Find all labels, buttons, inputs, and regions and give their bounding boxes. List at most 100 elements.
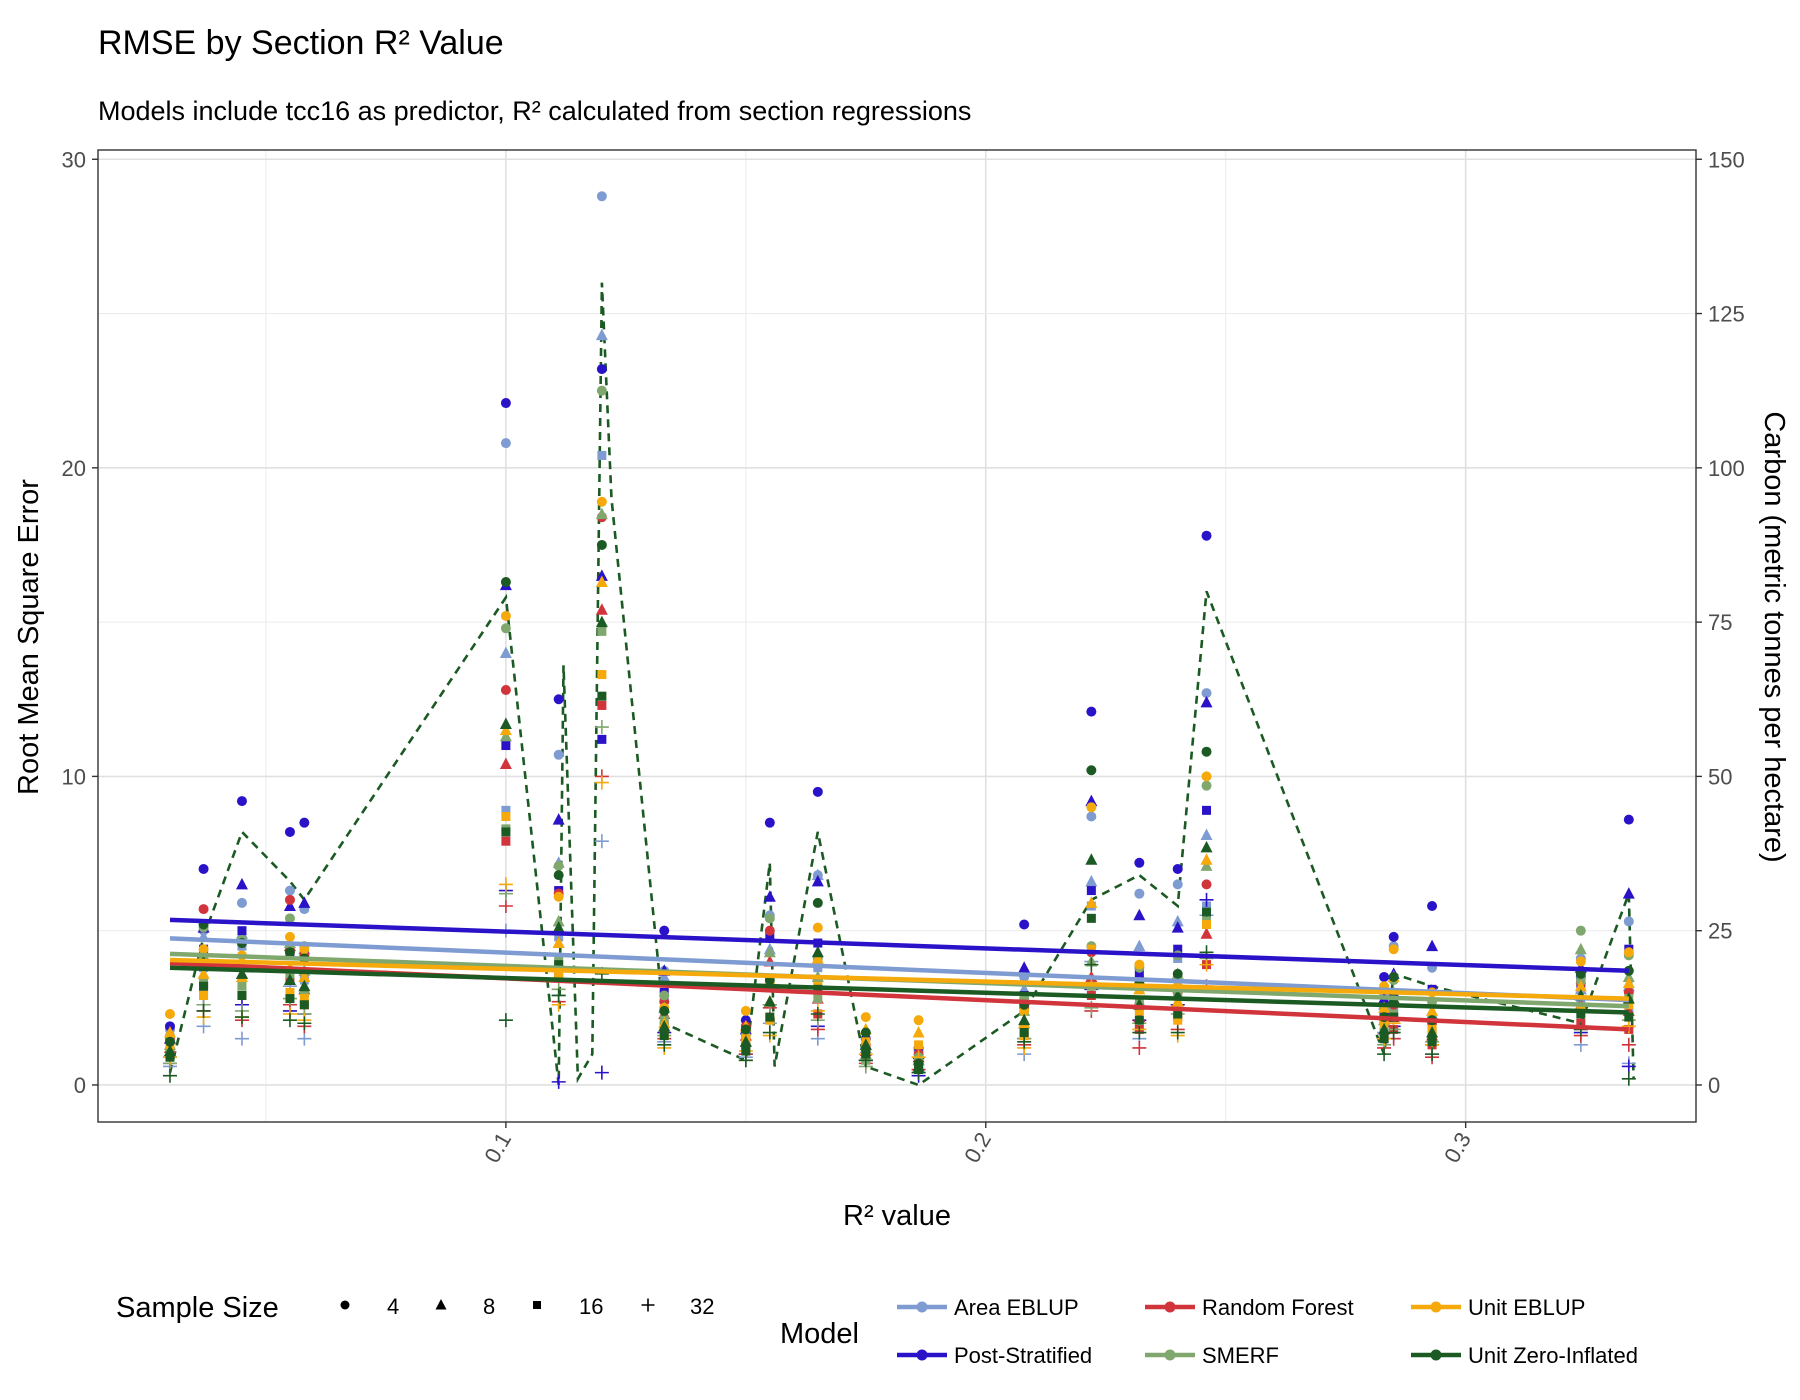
chart-subtitle: Models include tcc16 as predictor, R² ca… <box>98 96 971 126</box>
y2-axis-label: Carbon (metric tonnes per hectare) <box>1758 411 1790 862</box>
point-unit-zero-inflated-n16 <box>1624 1012 1634 1022</box>
legend-key-dot-area-eblup <box>916 1301 928 1313</box>
point-unit-zero-inflated-n16 <box>1576 1009 1586 1019</box>
point-unit-zero-inflated-n4 <box>1172 968 1183 979</box>
point-unit-zero-inflated-n32 <box>1170 1025 1185 1040</box>
point-area-eblup-n16 <box>597 450 607 460</box>
point-post-stratified-n4 <box>1201 530 1212 541</box>
point-post-stratified-n4 <box>1172 863 1183 874</box>
point-area-eblup-n4 <box>1623 916 1634 927</box>
point-post-stratified-n8 <box>1171 921 1184 933</box>
legend-model-title: Model <box>780 1318 859 1350</box>
point-random-forest-n4 <box>1201 879 1212 890</box>
point-random-forest-n32 <box>1132 1040 1147 1055</box>
point-smerf-n16 <box>299 987 309 997</box>
point-random-forest-n32 <box>498 899 513 913</box>
point-smerf-n4 <box>659 990 670 1001</box>
point-unit-zero-inflated-n8 <box>283 973 296 986</box>
plot-grid <box>98 150 1696 1122</box>
point-unit-eblup-n32 <box>498 877 513 892</box>
point-unit-zero-inflated-n16 <box>1019 1028 1029 1038</box>
point-unit-zero-inflated-n8 <box>1200 840 1213 853</box>
point-unit-zero-inflated-n32 <box>762 1025 777 1040</box>
point-unit-zero-inflated-n32 <box>282 1013 297 1028</box>
point-unit-zero-inflated-n8 <box>595 615 608 628</box>
point-unit-zero-inflated-n8 <box>298 979 311 992</box>
point-unit-zero-inflated-n32 <box>1621 1071 1636 1086</box>
point-unit-eblup-n4 <box>812 922 823 933</box>
point-smerf-n4 <box>284 913 295 924</box>
x-tick-label: 0.2 <box>959 1128 996 1167</box>
point-post-stratified-n4 <box>812 786 823 797</box>
point-post-stratified-n4 <box>553 694 564 705</box>
point-unit-eblup-n4 <box>284 931 295 942</box>
point-unit-zero-inflated-n16 <box>285 994 295 1004</box>
point-unit-zero-inflated-n32 <box>1132 1025 1147 1040</box>
point-unit-eblup-n16 <box>299 994 309 1004</box>
point-smerf-n4 <box>500 623 511 634</box>
point-unit-eblup-n16 <box>1202 920 1212 930</box>
point-unit-zero-inflated-n4 <box>164 1036 175 1047</box>
point-unit-zero-inflated-n32 <box>498 1013 513 1028</box>
point-unit-zero-inflated-n16 <box>659 1031 669 1041</box>
point-random-forest-n4 <box>284 894 295 905</box>
point-area-eblup-n4 <box>236 897 247 908</box>
point-area-eblup-n4 <box>1086 811 1097 822</box>
point-area-eblup-n4 <box>1201 688 1212 699</box>
point-area-eblup-n32 <box>297 1031 312 1046</box>
legend-key-dot-post-stratified <box>916 1349 928 1361</box>
point-random-forest-n8 <box>595 603 608 615</box>
point-smerf-n8 <box>499 729 512 742</box>
point-unit-zero-inflated-n32 <box>1377 1047 1392 1062</box>
point-post-stratified-n16 <box>1202 805 1212 815</box>
point-unit-zero-inflated-n16 <box>299 1000 309 1010</box>
point-unit-eblup-n4 <box>1388 944 1399 955</box>
point-unit-zero-inflated-n4 <box>812 897 823 908</box>
point-post-stratified-n16 <box>1134 969 1144 979</box>
point-area-eblup-n4 <box>1172 879 1183 890</box>
point-unit-zero-inflated-n16 <box>1086 913 1096 923</box>
point-smerf-n8 <box>1200 859 1213 871</box>
point-unit-zero-inflated-n32 <box>297 1016 312 1031</box>
point-unit-eblup-n8 <box>1171 995 1184 1007</box>
y-tick-label: 30 <box>62 147 86 172</box>
y-tick-label: 10 <box>62 764 86 789</box>
point-post-stratified-n8 <box>763 890 776 902</box>
point-unit-eblup-n16 <box>1134 1006 1144 1016</box>
point-post-stratified-n8 <box>811 874 824 887</box>
point-unit-eblup-n8 <box>1085 896 1098 908</box>
point-smerf-n4 <box>1575 925 1586 936</box>
point-unit-eblup-n4 <box>596 496 607 507</box>
data-points <box>162 191 1636 1089</box>
point-post-stratified-n8 <box>283 899 296 911</box>
point-unit-zero-inflated-n4 <box>284 947 295 958</box>
point-smerf-n8 <box>1574 942 1587 955</box>
legend-model-label: Post-Stratified <box>954 1343 1092 1368</box>
point-post-stratified-n8 <box>595 569 608 581</box>
point-unit-eblup-n32 <box>594 775 609 790</box>
point-unit-zero-inflated-n32 <box>551 988 566 1003</box>
point-unit-zero-inflated-n16 <box>741 1046 751 1056</box>
legend-shape-circle <box>340 1300 350 1310</box>
x-axis-label: R² value <box>843 1200 951 1232</box>
point-post-stratified-n16 <box>765 932 775 942</box>
point-unit-eblup-n4 <box>500 610 511 621</box>
point-unit-eblup-n16 <box>1576 1003 1586 1013</box>
point-smerf-n4 <box>596 385 607 396</box>
legend-key-dot-unit-zero-inflated <box>1430 1349 1442 1361</box>
y-axis-label: Root Mean Square Error <box>13 479 45 795</box>
point-unit-zero-inflated-n32 <box>196 1003 211 1018</box>
point-post-stratified-n4 <box>500 398 511 409</box>
point-post-stratified-n16 <box>501 741 511 751</box>
point-unit-zero-inflated-n8 <box>1085 853 1098 865</box>
point-unit-eblup-n4 <box>913 1015 924 1026</box>
point-unit-eblup-n8 <box>552 936 565 949</box>
point-random-forest-n4 <box>764 925 775 936</box>
point-post-stratified-n4 <box>236 796 247 807</box>
point-area-eblup-n4 <box>596 191 607 202</box>
point-post-stratified-n32 <box>1199 892 1214 907</box>
point-random-forest-n16 <box>501 836 511 846</box>
point-smerf-n4 <box>764 913 775 924</box>
point-unit-eblup-n16 <box>554 972 564 982</box>
legend-model-label: Unit Zero-Inflated <box>1468 1343 1638 1368</box>
